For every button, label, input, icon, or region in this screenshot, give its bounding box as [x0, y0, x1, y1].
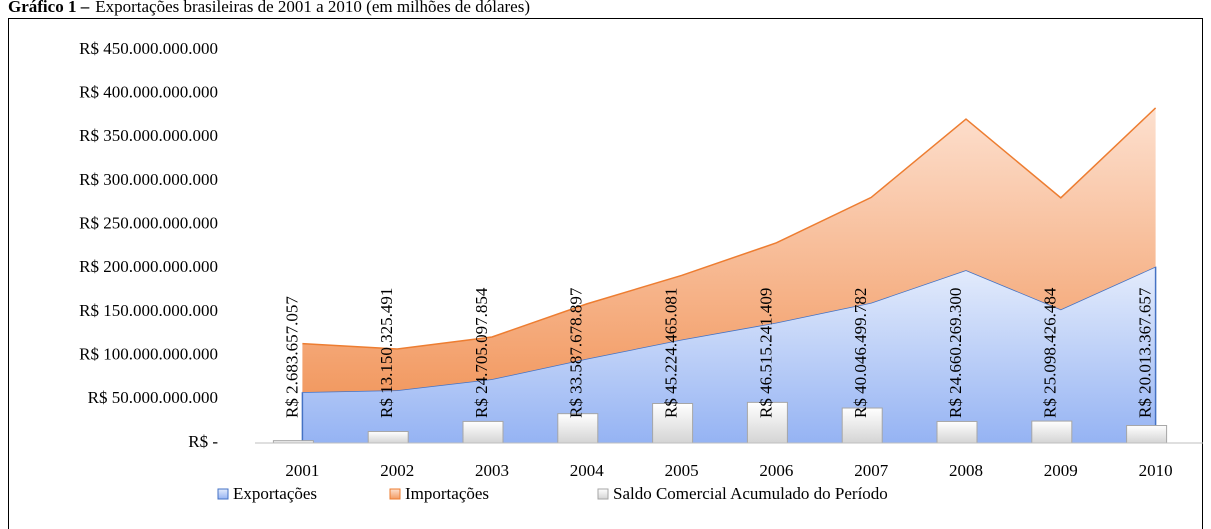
data-label: R$ 46.515.241.409	[756, 288, 775, 418]
bar	[1031, 420, 1073, 444]
area-line	[302, 107, 1157, 350]
data-label: R$ 25.098.426.484	[1041, 287, 1060, 418]
x-tick-label: 2002	[380, 461, 414, 480]
y-tick-label: R$ 100.000.000.000	[79, 345, 218, 364]
x-tick-label: 2007	[854, 461, 889, 480]
y-tick-label: R$ 350.000.000.000	[79, 126, 218, 145]
y-tick-label: R$ 450.000.000.000	[79, 39, 218, 58]
x-tick-label: 2006	[759, 461, 793, 480]
y-tick-label: R$ 150.000.000.000	[79, 301, 218, 320]
bar	[462, 420, 504, 444]
y-tick-label: R$ -	[188, 432, 218, 451]
data-label: R$ 40.046.499.782	[851, 288, 870, 418]
bar	[652, 403, 694, 444]
y-tick-label: R$ 200.000.000.000	[79, 257, 218, 276]
area	[302, 266, 1156, 443]
y-tick-label: R$ 250.000.000.000	[79, 214, 218, 233]
bar	[557, 413, 599, 444]
y-tick-label: R$ 50.000.000.000	[88, 388, 218, 407]
x-tick-label: 2010	[1139, 461, 1173, 480]
bar	[841, 407, 883, 444]
legend-swatch	[597, 488, 609, 500]
data-label: R$ 2.683.657.057	[282, 296, 301, 418]
bar	[1126, 425, 1168, 444]
x-tick-label: 2004	[570, 461, 605, 480]
area	[302, 107, 1156, 393]
title-text: Exportações brasileiras de 2001 a 2010 (…	[95, 0, 530, 16]
x-tick-label: 2008	[949, 461, 983, 480]
bar	[367, 431, 409, 444]
x-tick-label: 2005	[665, 461, 699, 480]
legend-swatch	[217, 488, 229, 500]
chart-title: Gráfico 1 – Exportações brasileiras de 20…	[8, 0, 530, 16]
y-tick-label: R$ 300.000.000.000	[79, 170, 218, 189]
bar	[936, 420, 978, 444]
legend-label: Importações	[405, 484, 489, 503]
data-label: R$ 33.587.678.897	[567, 287, 586, 418]
y-tick-label: R$ 400.000.000.000	[79, 83, 218, 102]
data-label: R$ 13.150.325.491	[377, 288, 396, 418]
x-tick-label: 2009	[1044, 461, 1078, 480]
x-tick-label: 2001	[285, 461, 319, 480]
data-label: R$ 45.224.465.081	[662, 288, 681, 418]
data-label: R$ 24.660.269.300	[946, 288, 965, 418]
legend-swatch	[389, 488, 401, 500]
legend-label: Exportações	[233, 484, 317, 503]
data-label: R$ 24.705.097.854	[472, 287, 491, 418]
figure-label: Gráfico 1 –	[8, 0, 90, 16]
data-label: R$ 20.013.367.657	[1136, 287, 1155, 418]
legend-label: Saldo Comercial Acumulado do Período	[613, 484, 888, 503]
x-tick-label: 2003	[475, 461, 509, 480]
